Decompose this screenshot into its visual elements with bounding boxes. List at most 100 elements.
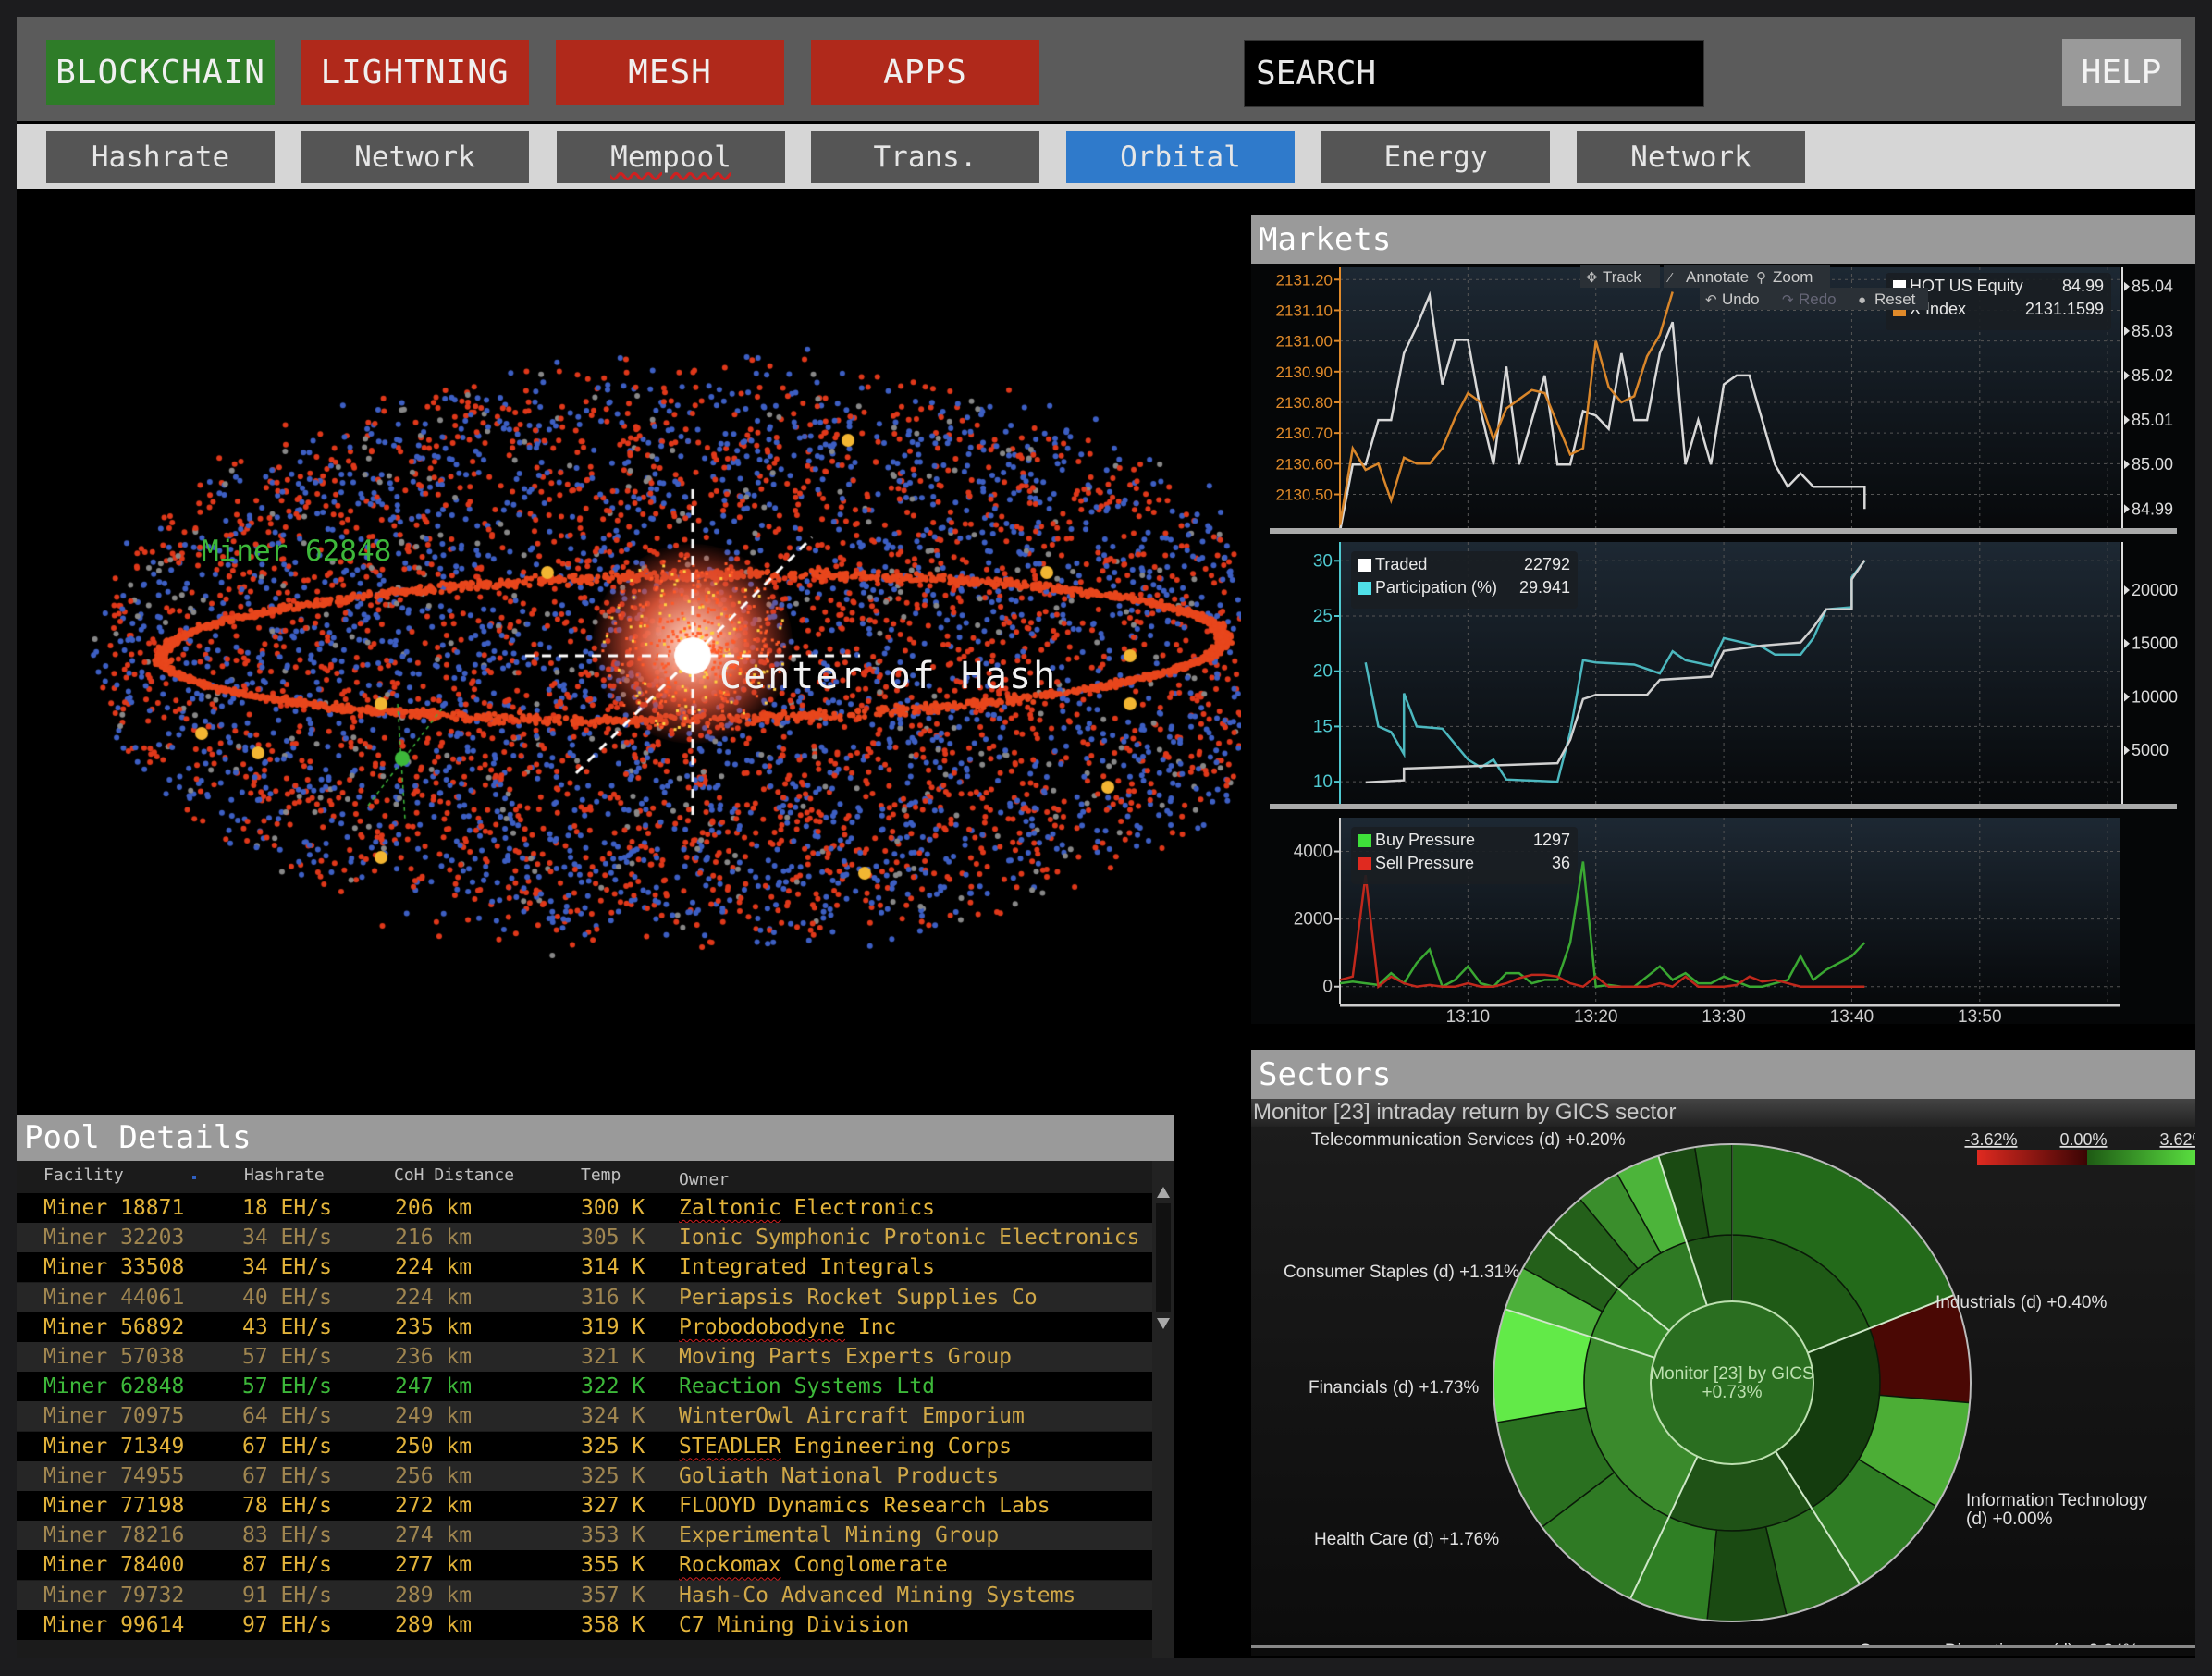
- hashrate-cell: 87 EH/s: [242, 1553, 332, 1578]
- y-right-tick-label: 85.00: [2132, 455, 2173, 474]
- redo-icon: ↷: [1782, 292, 1794, 308]
- reset-button[interactable]: ● Reset: [1852, 288, 1928, 310]
- hashrate-cell: 34 EH/s: [242, 1255, 332, 1280]
- facility-cell: Miner 77198: [43, 1494, 185, 1518]
- tab-network[interactable]: Network: [301, 131, 529, 183]
- table-row[interactable]: Miner 56892 43 EH/s 235 km 319 K Probodobody…: [17, 1312, 1152, 1342]
- track-button[interactable]: ✥ Track: [1580, 265, 1660, 288]
- sector-label: Consumer Staples (d) +1.31%: [1284, 1263, 1519, 1282]
- series-line-buy-pressure[interactable]: [1339, 861, 1866, 989]
- temp-cell: 321 K: [581, 1345, 645, 1369]
- series-line-sell-pressure[interactable]: [1339, 874, 1865, 990]
- distance-cell: 249 km: [395, 1404, 473, 1429]
- temp-cell: 325 K: [581, 1463, 645, 1488]
- sector-divider: [1629, 1456, 1699, 1599]
- sector-slice[interactable]: [1493, 1308, 1699, 1600]
- redo-button[interactable]: ↷ Redo: [1776, 288, 1856, 310]
- chart-toolbar: ✥ Track ⁄ Annotate ⚲ Zoom ↶ Undo ↷ Redo ● Reset: [1580, 265, 1928, 310]
- legend-label: HOT US Equity: [1910, 277, 2023, 295]
- table-row[interactable]: Miner 71349 67 EH/s 250 km 325 K STEADLER En…: [17, 1431, 1152, 1461]
- distance-cell: 235 km: [395, 1314, 473, 1339]
- undo-icon: ↶: [1705, 292, 1717, 308]
- y-right-tick-label: 20000: [2132, 581, 2178, 599]
- tab-energy[interactable]: Energy: [1321, 131, 1550, 183]
- markets-chart-3[interactable]: 4000 2000 0 13:10 13:20 13:30 13:40 13:50 Buy Pr…: [1294, 818, 2120, 1024]
- table-row[interactable]: Miner 99614 97 EH/s 289 km 358 K C7 Mining D…: [17, 1609, 1152, 1640]
- undo-button[interactable]: ↶ Undo: [1700, 288, 1779, 310]
- orbital-scatter-canvas[interactable]: [17, 191, 1241, 1108]
- legend-label: Sell Pressure: [1375, 854, 1474, 872]
- series-line-traded[interactable]: [1365, 560, 1866, 784]
- markets-charts[interactable]: 2131.20 2131.10 2131.00 2130.90 2130.80 2130.…: [1251, 264, 2195, 1024]
- series-line-x-index[interactable]: [1338, 291, 1674, 525]
- distance-cell: 247 km: [395, 1374, 473, 1399]
- legend-value: 36: [1552, 854, 1570, 872]
- scroll-up-icon[interactable]: [1157, 1187, 1170, 1198]
- table-scrollbar[interactable]: [1152, 1161, 1174, 1658]
- table-row[interactable]: Miner 33508 34 EH/s 224 km 314 K Integrated …: [17, 1252, 1152, 1283]
- y-left-tick-label: 2130.50: [1276, 487, 1333, 504]
- distance-cell: 274 km: [395, 1523, 473, 1548]
- scrollbar-thumb[interactable]: [1156, 1203, 1171, 1312]
- column-header-facility[interactable]: Facility: [43, 1165, 124, 1185]
- table-row[interactable]: Miner 44061 40 EH/s 224 km 316 K Periapsis R…: [17, 1282, 1152, 1312]
- temp-cell: 316 K: [581, 1285, 645, 1310]
- chart-legend: Traded 22792 Participation (%) 29.941: [1351, 551, 1578, 609]
- y-right-tick-label: 85.04: [2132, 277, 2173, 296]
- sector-divider: [1807, 1294, 1955, 1354]
- column-header-temp[interactable]: Temp: [581, 1165, 621, 1185]
- markets-chart-2[interactable]: 30 25 20 15 10 20000 15000 10000 5000 Traded 22792…: [1313, 542, 2178, 804]
- sector-label: Financials (d) +1.73%: [1309, 1378, 1479, 1398]
- chart-divider: [1270, 804, 2177, 809]
- chart-divider: [1270, 528, 2177, 534]
- sector-label: Consumer Discretionary (d) +0.34%: [1859, 1641, 2139, 1645]
- orbital-view[interactable]: Miner 62848 Center of Hash: [17, 191, 1241, 1108]
- table-row[interactable]: Miner 57038 57 EH/s 236 km 321 K Moving Part…: [17, 1342, 1152, 1372]
- y-left-tick-label: 2131.00: [1276, 333, 1333, 351]
- sector-label: (d) +0.00%: [1966, 1510, 2053, 1529]
- temp-cell: 327 K: [581, 1494, 645, 1518]
- sunburst-center[interactable]: [1650, 1300, 1814, 1465]
- table-row[interactable]: Miner 62848 57 EH/s 247 km 322 K Reaction Sy…: [17, 1372, 1152, 1402]
- tab-orbital[interactable]: Orbital: [1066, 131, 1295, 183]
- column-header-hashrate[interactable]: Hashrate: [244, 1165, 325, 1185]
- nav-apps-button[interactable]: APPS: [811, 40, 1039, 105]
- zoom-button[interactable]: ⚲ Zoom: [1751, 265, 1830, 288]
- column-header-owner[interactable]: Owner: [679, 1170, 730, 1189]
- tab-network-2[interactable]: Network: [1577, 131, 1805, 183]
- table-row[interactable]: Miner 74955 67 EH/s 256 km 325 K Goliath Nat…: [17, 1460, 1152, 1491]
- scroll-down-icon[interactable]: [1157, 1318, 1170, 1329]
- facility-cell: Miner 32203: [43, 1226, 185, 1251]
- sector-label: Telecommunication Services (d) +0.20%: [1311, 1130, 1626, 1150]
- table-row[interactable]: Miner 70975 64 EH/s 249 km 324 K WinterOwl A…: [17, 1401, 1152, 1432]
- markets-chart-1[interactable]: 2131.20 2131.10 2131.00 2130.90 2130.80 2130.…: [1276, 267, 2174, 532]
- nav-mesh-button[interactable]: MESH: [556, 40, 784, 105]
- table-row[interactable]: Miner 78400 87 EH/s 277 km 355 K Rockomax Co…: [17, 1550, 1152, 1581]
- table-row[interactable]: Miner 77198 78 EH/s 272 km 327 K FLOOYD Dyna…: [17, 1491, 1152, 1521]
- sector-slice[interactable]: [1629, 1450, 1862, 1622]
- table-row[interactable]: Miner 78216 83 EH/s 274 km 353 K Experimenta…: [17, 1521, 1152, 1551]
- tab-trans[interactable]: Trans.: [811, 131, 1039, 183]
- series-line-hot-us-equity[interactable]: [1338, 290, 1866, 532]
- table-row[interactable]: Miner 18871 18 EH/s 206 km 300 K Zaltonic El…: [17, 1193, 1152, 1223]
- annotate-button[interactable]: ⁄ Annotate: [1664, 265, 1751, 288]
- tab-hashrate[interactable]: Hashrate: [46, 131, 275, 183]
- legend-value: 29.941: [1519, 578, 1570, 597]
- tick-mark: [2124, 504, 2130, 514]
- distance-cell: 289 km: [395, 1583, 473, 1608]
- owner-cell: Experimental Mining Group: [679, 1523, 1000, 1548]
- nav-blockchain-button[interactable]: BLOCKCHAIN: [46, 40, 275, 105]
- owner-cell: Moving Parts Experts Group: [679, 1345, 1013, 1369]
- table-row[interactable]: Miner 79732 91 EH/s 289 km 357 K Hash-Co Adv…: [17, 1580, 1152, 1610]
- nav-lightning-button[interactable]: LIGHTNING: [301, 40, 529, 105]
- tab-mempool[interactable]: Mempool: [557, 131, 785, 183]
- column-header-coh-distance[interactable]: CoH Distance: [394, 1165, 515, 1185]
- help-button[interactable]: HELP: [2062, 39, 2181, 106]
- y-left-tick-label: 2000: [1294, 910, 1333, 930]
- distance-cell: 216 km: [395, 1226, 473, 1251]
- table-row[interactable]: Miner 32203 34 EH/s 216 km 305 K Ionic Symph…: [17, 1223, 1152, 1253]
- series-line-participation-[interactable]: [1364, 560, 1866, 783]
- sectors-sunburst[interactable]: Monitor [23] by GICS+0.73% -3.62% 0.00% 3.6…: [1251, 1127, 2195, 1645]
- search-input[interactable]: SEARCH: [1244, 40, 1704, 107]
- y-right-tick-label: 85.03: [2132, 322, 2173, 340]
